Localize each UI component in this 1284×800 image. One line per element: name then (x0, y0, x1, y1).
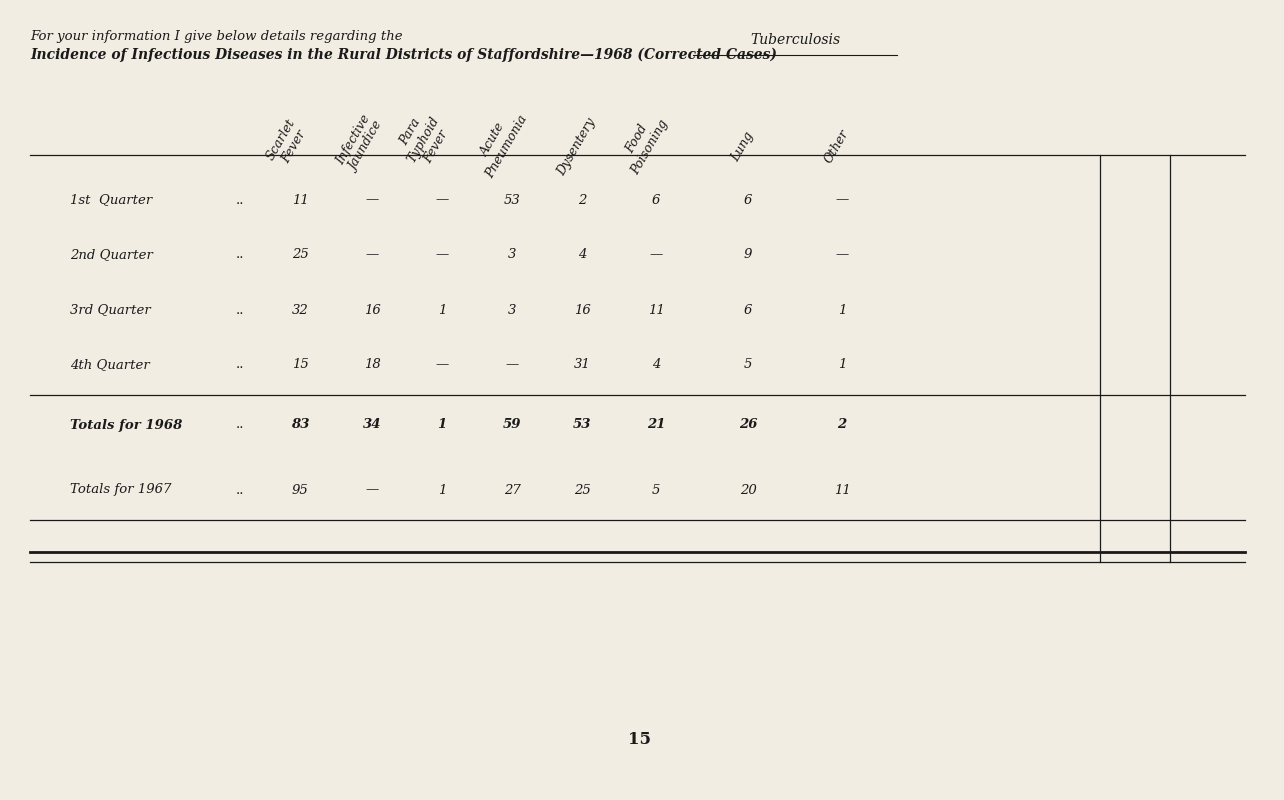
Text: 4th Quarter: 4th Quarter (71, 358, 150, 371)
Text: 1: 1 (438, 483, 446, 497)
Text: 15: 15 (291, 358, 308, 371)
Text: 6: 6 (743, 303, 752, 317)
Text: Incidence of Infectious Diseases in the Rural Districts of Staffordshire—1968 (C: Incidence of Infectious Diseases in the … (30, 48, 777, 62)
Text: —: — (506, 358, 519, 371)
Text: 59: 59 (503, 418, 521, 431)
Text: ..: .. (236, 358, 244, 371)
Text: 11: 11 (291, 194, 308, 206)
Text: 5: 5 (652, 483, 660, 497)
Text: 95: 95 (291, 483, 308, 497)
Text: 2nd Quarter: 2nd Quarter (71, 249, 153, 262)
Text: 2: 2 (578, 194, 587, 206)
Text: 1: 1 (438, 303, 446, 317)
Text: —: — (366, 249, 379, 262)
Text: 3rd Quarter: 3rd Quarter (71, 303, 150, 317)
Text: 53: 53 (573, 418, 591, 431)
Text: 2: 2 (837, 418, 846, 431)
Text: 34: 34 (363, 418, 381, 431)
Text: 9: 9 (743, 249, 752, 262)
Text: —: — (650, 249, 663, 262)
Text: ..: .. (236, 194, 244, 206)
Text: Tuberculosis: Tuberculosis (750, 33, 840, 47)
Text: 11: 11 (647, 303, 664, 317)
Text: —: — (435, 358, 448, 371)
Text: 26: 26 (738, 418, 758, 431)
Text: For your information I give below details regarding the: For your information I give below detail… (30, 30, 403, 43)
Text: 25: 25 (291, 249, 308, 262)
Text: —: — (836, 194, 849, 206)
Text: Other: Other (822, 128, 851, 166)
Text: 20: 20 (740, 483, 756, 497)
Text: 18: 18 (363, 358, 380, 371)
Text: Infective
Jaundice: Infective Jaundice (334, 112, 386, 174)
Text: ..: .. (236, 303, 244, 317)
Text: 6: 6 (652, 194, 660, 206)
Text: 53: 53 (503, 194, 520, 206)
Text: 1: 1 (838, 358, 846, 371)
Text: —: — (836, 249, 849, 262)
Text: Para
Typhoid
Fever: Para Typhoid Fever (392, 106, 455, 172)
Text: 83: 83 (290, 418, 309, 431)
Text: 4: 4 (578, 249, 587, 262)
Text: —: — (366, 483, 379, 497)
Text: 3: 3 (507, 249, 516, 262)
Text: 11: 11 (833, 483, 850, 497)
Text: 16: 16 (574, 303, 591, 317)
Text: 6: 6 (743, 194, 752, 206)
Text: ..: .. (236, 249, 244, 262)
Text: 32: 32 (291, 303, 308, 317)
Text: —: — (366, 194, 379, 206)
Text: 4: 4 (652, 358, 660, 371)
Text: Scarlet
Fever: Scarlet Fever (265, 116, 312, 170)
Text: ..: .. (236, 483, 244, 497)
Text: 27: 27 (503, 483, 520, 497)
Text: 1st  Quarter: 1st Quarter (71, 194, 153, 206)
Text: 21: 21 (647, 418, 665, 431)
Text: 16: 16 (363, 303, 380, 317)
Text: 25: 25 (574, 483, 591, 497)
Text: Food
Poisoning: Food Poisoning (616, 110, 672, 177)
Text: Totals for 1967: Totals for 1967 (71, 483, 171, 497)
Text: Acute
Pneumonia: Acute Pneumonia (470, 106, 530, 181)
Text: Dysentery: Dysentery (555, 116, 598, 178)
Text: 3: 3 (507, 303, 516, 317)
Text: —: — (435, 194, 448, 206)
Text: Lung: Lung (729, 130, 756, 164)
Text: 1: 1 (838, 303, 846, 317)
Text: ..: .. (236, 418, 244, 431)
Text: 15: 15 (628, 731, 651, 749)
Text: Totals for 1968: Totals for 1968 (71, 418, 182, 431)
Text: 5: 5 (743, 358, 752, 371)
Text: 31: 31 (574, 358, 591, 371)
Text: 1: 1 (438, 418, 447, 431)
Text: —: — (435, 249, 448, 262)
